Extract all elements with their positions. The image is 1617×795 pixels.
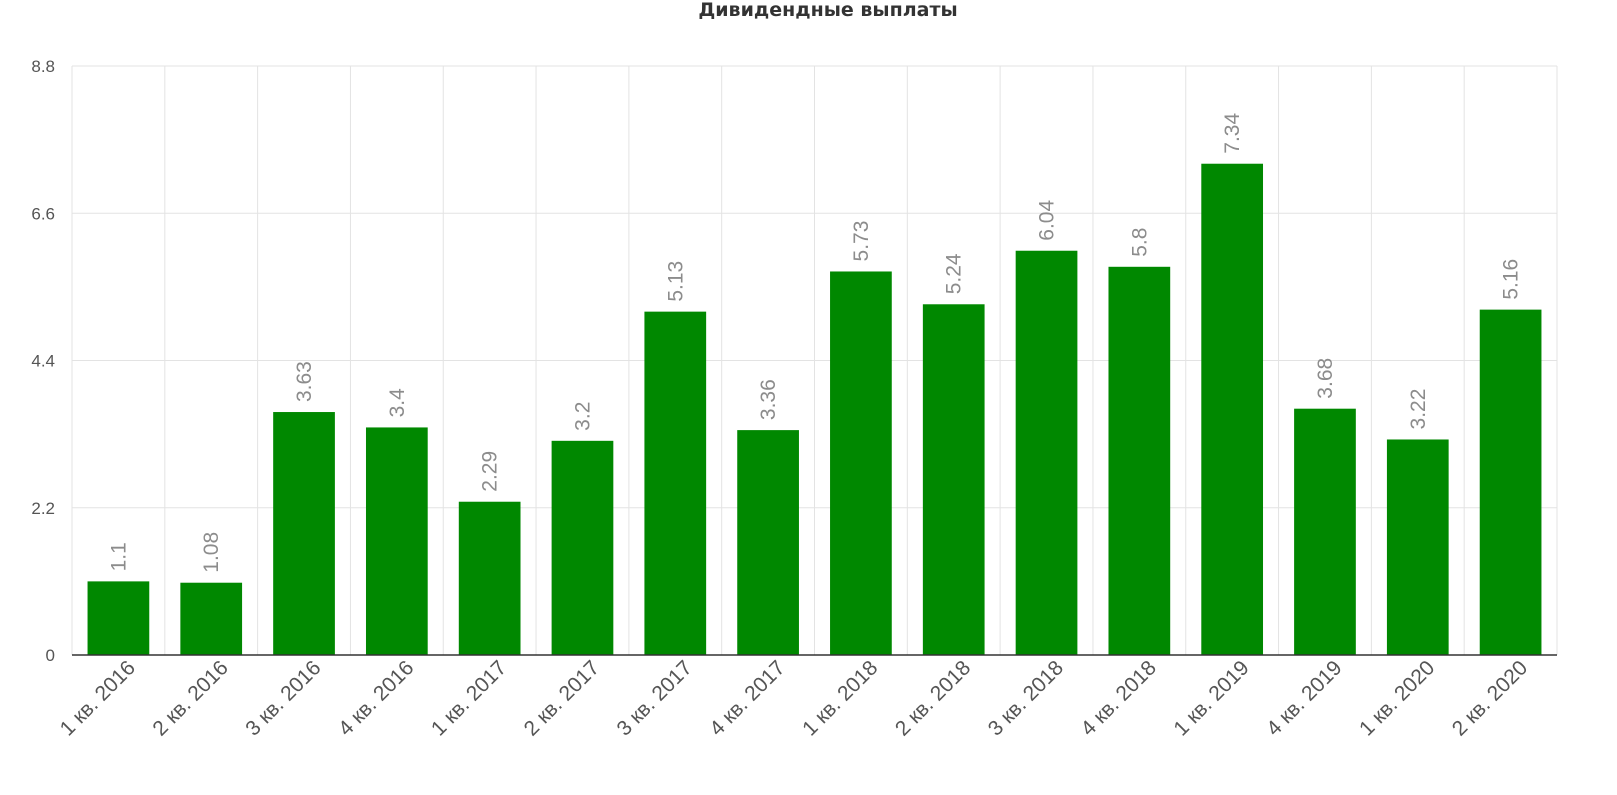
bars	[87, 163, 1542, 655]
x-axis-ticks: 1 кв. 2016 2 кв. 2016 3 кв. 2016 4 кв. 2016…	[56, 656, 1533, 740]
data-label: 2.29	[479, 451, 502, 492]
bar	[922, 304, 985, 655]
data-label: 6.04	[1036, 200, 1059, 241]
data-labels: 1.1 1.08 3.63 3.4 2.29 3.2 5.13 3.36 5.73 5.24 6.0…	[107, 113, 1522, 573]
data-label: 5.13	[664, 261, 687, 302]
data-label: 1.1	[107, 542, 130, 571]
data-label: 5.24	[943, 253, 966, 294]
x-tick-label: 3 кв. 2017	[612, 656, 696, 740]
x-tick-label: 4 кв. 2019	[1262, 656, 1346, 740]
bar	[1479, 309, 1542, 655]
x-tick-label: 4 кв. 2016	[334, 656, 418, 740]
bar	[1015, 250, 1078, 655]
bar	[644, 311, 707, 655]
y-tick-label: 8.8	[31, 57, 55, 76]
bar	[1108, 266, 1171, 655]
bar	[737, 430, 799, 655]
y-tick-label: 4.4	[31, 352, 55, 371]
data-label: 3.36	[757, 379, 780, 420]
x-tick-label: 4 кв. 2017	[705, 656, 789, 740]
bar	[1201, 163, 1264, 655]
bar	[830, 271, 892, 655]
x-tick-label: 2 кв. 2020	[1448, 656, 1532, 740]
x-tick-label: 3 кв. 2016	[241, 656, 325, 740]
data-label: 5.16	[1500, 259, 1523, 300]
data-label: 5.8	[1128, 228, 1151, 257]
data-label: 3.2	[571, 402, 594, 431]
data-label: 5.73	[850, 221, 873, 262]
x-tick-label: 2 кв. 2017	[520, 656, 604, 740]
bar	[273, 412, 335, 655]
bar	[365, 427, 428, 655]
y-tick-label: 2.2	[31, 499, 55, 518]
y-tick-label: 6.6	[31, 204, 55, 223]
data-label: 1.08	[200, 532, 223, 573]
y-tick-label: 0	[46, 646, 55, 665]
data-label: 3.63	[293, 361, 316, 402]
x-tick-label: 1 кв. 2020	[1355, 656, 1439, 740]
x-tick-label: 2 кв. 2016	[148, 656, 232, 740]
grid-lines	[71, 65, 1558, 655]
x-tick-label: 1 кв. 2017	[427, 656, 511, 740]
bar	[180, 582, 243, 655]
bar	[1294, 408, 1356, 655]
chart-title: Дивидендные выплаты	[698, 0, 957, 21]
x-tick-label: 4 кв. 2018	[1077, 656, 1161, 740]
x-tick-label: 3 кв. 2018	[984, 656, 1068, 740]
x-tick-label: 1 кв. 2019	[1169, 656, 1253, 740]
x-tick-label: 1 кв. 2018	[798, 656, 882, 740]
y-axis-ticks: 0 2.2 4.4 6.6 8.8	[31, 57, 55, 665]
bar	[1386, 439, 1449, 655]
data-label: 7.34	[1221, 113, 1244, 154]
bar	[551, 440, 614, 655]
data-label: 3.68	[1314, 358, 1337, 399]
data-label: 3.22	[1407, 389, 1430, 430]
bar	[458, 501, 521, 655]
x-tick-label: 2 кв. 2018	[891, 656, 975, 740]
bar	[87, 581, 150, 655]
data-label: 3.4	[386, 388, 409, 418]
x-tick-label: 1 кв. 2016	[56, 656, 140, 740]
